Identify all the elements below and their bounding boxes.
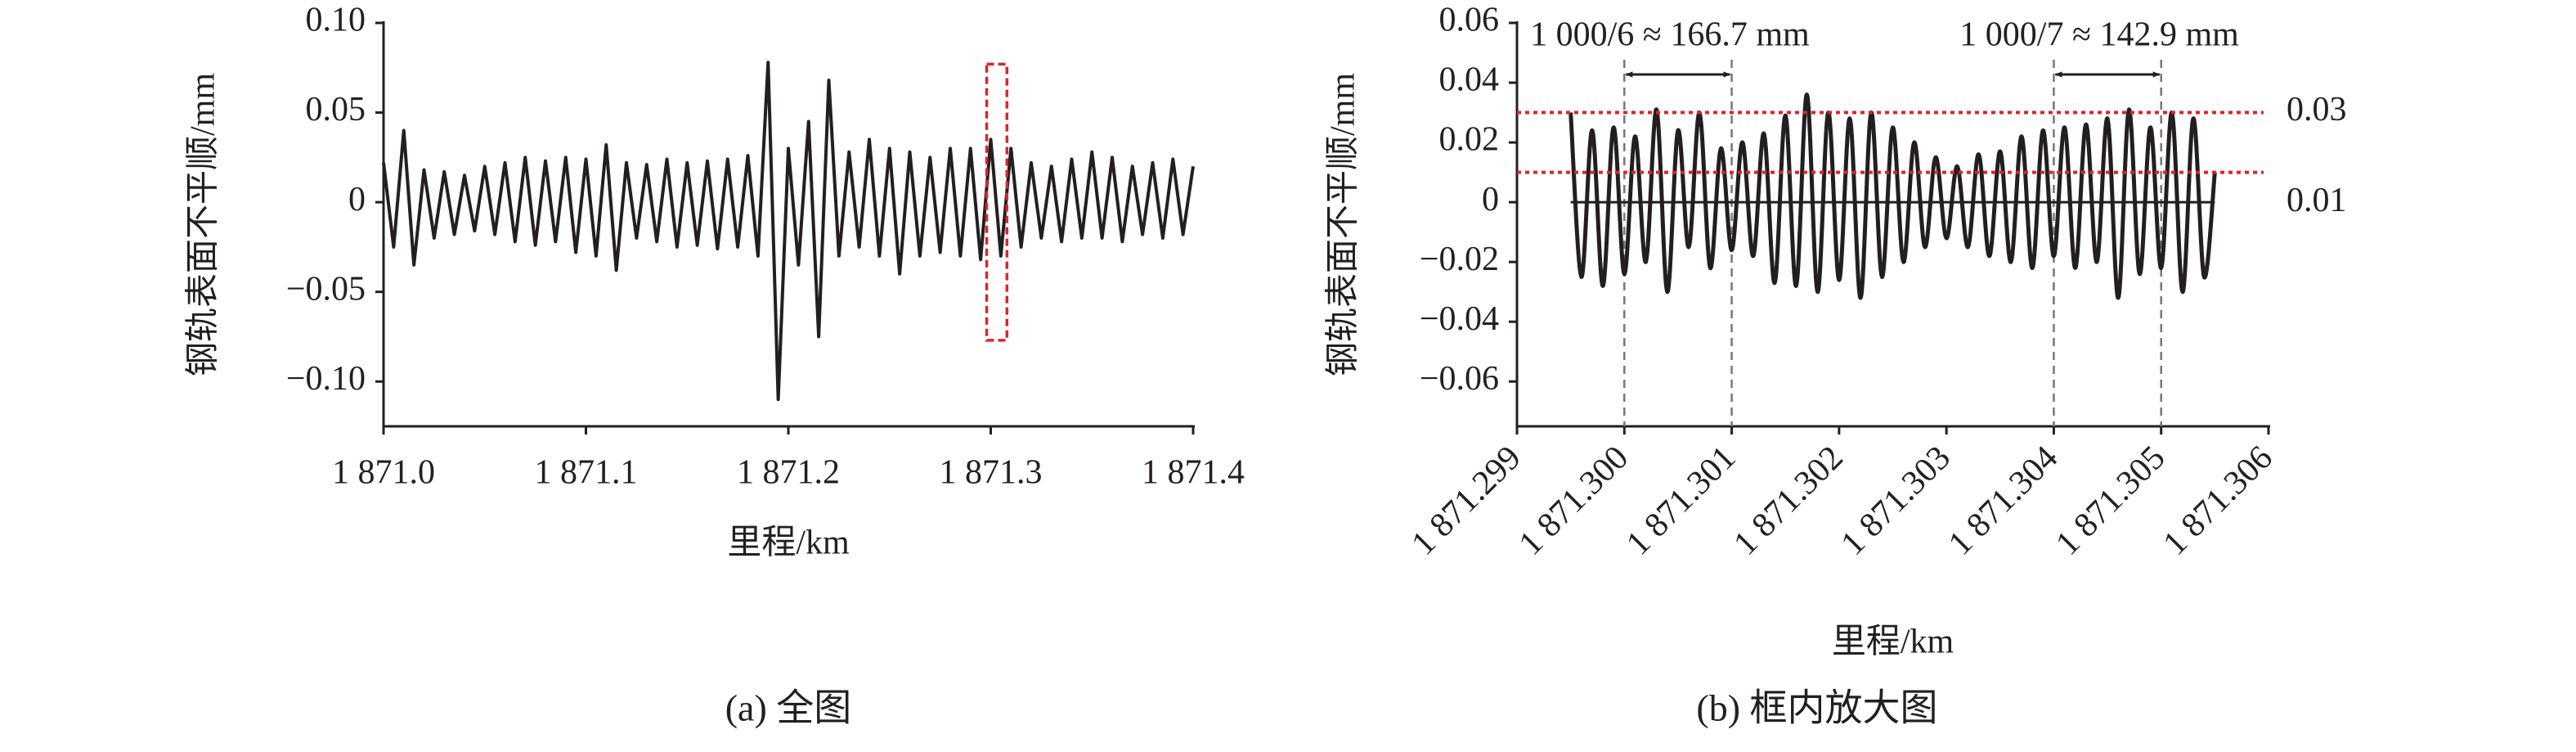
y-tick-label: −0.10 bbox=[286, 360, 366, 398]
data-line bbox=[382, 61, 1195, 402]
x-tick-label: 1 871.305 bbox=[2049, 439, 2172, 562]
x-tick-label: 1 871.4 bbox=[1142, 454, 1245, 492]
annotation: 1 000/7 ≈ 142.9 mm bbox=[1959, 16, 2239, 54]
y-tick-label: 0.04 bbox=[1439, 61, 1500, 99]
y-tick-label: −0.06 bbox=[1420, 360, 1499, 398]
x-tick-label: 1 871.1 bbox=[535, 454, 638, 492]
y-tick-label: 0 bbox=[1482, 181, 1499, 218]
x-tick-label: 1 871.0 bbox=[332, 454, 435, 492]
x-tick-label: 1 871.299 bbox=[1405, 439, 1528, 562]
x-axis-label: 里程/km bbox=[727, 525, 850, 562]
y-tick-label: 0.02 bbox=[1439, 121, 1500, 159]
data-line bbox=[1568, 92, 2217, 300]
y-tick-label: 0 bbox=[348, 181, 366, 218]
x-tick-label: 1 871.302 bbox=[1726, 439, 1850, 562]
y-tick-label: −0.05 bbox=[286, 270, 366, 308]
y-axis-label: 钢轨表面不平顺/mm bbox=[1325, 73, 1362, 376]
caption: (b) 框内放大图 bbox=[1696, 687, 1937, 729]
x-tick-label: 1 871.301 bbox=[1619, 439, 1743, 562]
reference-label: 0.03 bbox=[2287, 91, 2347, 128]
annotation: 1 000/6 ≈ 166.7 mm bbox=[1530, 16, 1810, 54]
x-tick-label: 1 871.300 bbox=[1512, 439, 1636, 562]
y-tick-label: 0.06 bbox=[1439, 2, 1500, 39]
y-tick-label: −0.04 bbox=[1420, 300, 1499, 338]
y-tick-label: −0.02 bbox=[1420, 241, 1499, 278]
y-axis-label: 钢轨表面不平顺/mm bbox=[185, 73, 222, 376]
x-tick-label: 1 871.303 bbox=[1834, 439, 1958, 562]
reference-label: 0.01 bbox=[2287, 182, 2347, 219]
y-tick-label: 0.05 bbox=[306, 91, 366, 128]
x-tick-label: 1 871.306 bbox=[2156, 439, 2280, 562]
x-tick-label: 1 871.3 bbox=[940, 454, 1043, 492]
x-tick-label: 1 871.2 bbox=[737, 454, 840, 492]
axis-line bbox=[382, 21, 1195, 428]
x-tick-label: 1 871.304 bbox=[1941, 439, 2065, 562]
x-axis-label: 里程/km bbox=[1832, 624, 1954, 661]
caption: (a) 全图 bbox=[725, 687, 852, 729]
y-tick-label: 0.10 bbox=[306, 2, 366, 39]
